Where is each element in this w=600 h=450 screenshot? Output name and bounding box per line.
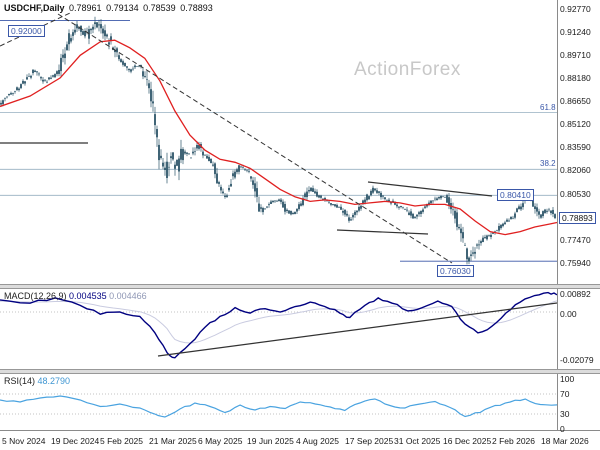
symbol-timeframe-label: USDCHF,Daily bbox=[4, 3, 65, 13]
macd-name: MACD(12,26,9) bbox=[4, 291, 67, 301]
rsi-indicator-label: RSI(14) 48.2790 bbox=[4, 376, 70, 386]
wedge-lower-line[interactable] bbox=[336, 229, 429, 235]
moving-average-line bbox=[0, 39, 558, 236]
panel-separator-rsi[interactable] bbox=[0, 369, 600, 374]
panel-separator-macd[interactable] bbox=[0, 284, 600, 289]
ohlc-low: 0.78539 bbox=[143, 3, 176, 13]
ohlc-high: 0.79134 bbox=[106, 3, 139, 13]
ohlc-open: 0.78961 bbox=[69, 3, 102, 13]
macd-main-value: 0.004535 bbox=[69, 291, 107, 301]
ohlc-close: 0.78893 bbox=[180, 3, 213, 13]
horizontal-levels bbox=[0, 20, 557, 262]
macd-rising-trendline[interactable] bbox=[157, 302, 558, 357]
rsi-line bbox=[0, 395, 558, 418]
macd-line bbox=[0, 291, 558, 359]
symbol-ohlc-readout: USDCHF,Daily 0.78961 0.79134 0.78539 0.7… bbox=[4, 3, 215, 13]
peak-dashed-segment[interactable] bbox=[0, 12, 71, 47]
macd-indicator-label: MACD(12,26,9) 0.004535 0.004466 bbox=[4, 291, 147, 301]
macd-signal-value: 0.004466 bbox=[109, 291, 147, 301]
descending-dashed-trendline[interactable] bbox=[57, 13, 453, 264]
candlesticks bbox=[0, 16, 556, 265]
rsi-name: RSI(14) bbox=[4, 376, 36, 386]
macd-signal-line bbox=[0, 300, 558, 344]
rsi-value: 48.2790 bbox=[37, 376, 71, 386]
watermark: ActionForex bbox=[354, 59, 461, 80]
wedge-upper-line[interactable] bbox=[367, 181, 493, 197]
